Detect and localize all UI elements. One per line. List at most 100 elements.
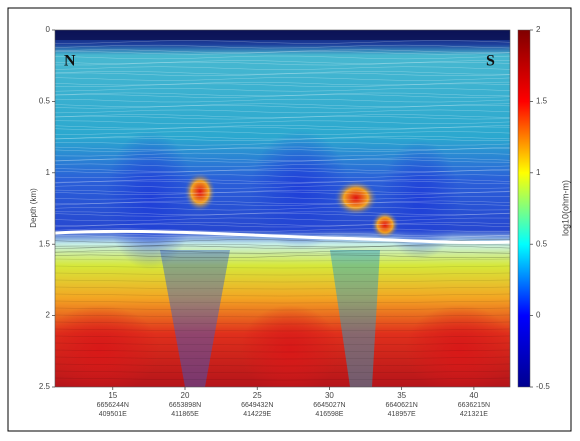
reflector: [55, 72, 510, 77]
reflector: [55, 77, 510, 81]
reflector: [55, 152, 510, 157]
reflector: [55, 321, 510, 325]
x-tick-label: 30: [325, 391, 334, 400]
reflector: [55, 300, 510, 304]
reflector: [55, 44, 510, 49]
x-tick-label: 20: [181, 391, 190, 400]
x-tick-coordinate: 416598E: [315, 411, 343, 418]
colorbar-label: log10(ohm-m): [560, 180, 570, 236]
reflector: [55, 222, 510, 226]
reflector: [55, 174, 510, 178]
reflector: [55, 258, 510, 262]
reflector: [55, 115, 510, 120]
red-zone: [240, 305, 340, 387]
y-tick-label: 1: [46, 168, 51, 177]
colorbar-tick-label: 0.5: [536, 239, 548, 248]
reflector: [55, 342, 510, 346]
x-tick-coordinate: 418957E: [388, 411, 416, 418]
colorbar-tick-label: 0: [536, 311, 541, 320]
red-zone: [405, 305, 510, 387]
hot-zone: [184, 172, 216, 212]
reflector: [55, 217, 510, 222]
x-tick-label: 15: [108, 391, 117, 400]
reflector: [55, 223, 510, 228]
reflector: [55, 159, 510, 163]
reflector: [55, 196, 510, 200]
section-image: [55, 30, 510, 387]
reflector: [55, 211, 510, 215]
blue-zone: [250, 130, 350, 250]
reflector: [55, 307, 510, 311]
reflector: [55, 120, 510, 124]
x-tick-coordinate: 421321E: [460, 411, 488, 418]
basement-reflector: [55, 229, 510, 245]
reflector: [55, 169, 510, 174]
reflector: [55, 191, 510, 195]
reflector: [55, 146, 510, 151]
top-band: [55, 30, 510, 40]
reflector: [55, 293, 510, 297]
x-tick-coordinate: 411865E: [171, 411, 199, 418]
reflector: [55, 60, 510, 64]
colorbar-tick-label: 2: [536, 25, 541, 34]
reflector: [55, 202, 510, 206]
x-tick-coordinate: 414229E: [243, 411, 271, 418]
reflector: [55, 142, 510, 146]
reflector: [55, 137, 510, 141]
reflector: [55, 114, 510, 118]
blue-zone: [105, 130, 195, 270]
reflector: [55, 92, 510, 97]
plot-border: [54, 29, 511, 388]
reflector: [55, 94, 510, 98]
x-tick-label: 40: [469, 391, 478, 400]
reflector: [55, 179, 510, 183]
x-tick-coordinate: 6653898N: [169, 402, 201, 409]
annotation: N: [64, 53, 76, 70]
reflector: [55, 363, 510, 367]
reflector-lines: [55, 40, 510, 381]
reflector: [55, 335, 510, 339]
reflector: [55, 370, 510, 374]
reflector: [55, 245, 510, 249]
reflector: [55, 81, 510, 86]
reflector: [55, 265, 510, 269]
reflector: [55, 279, 510, 283]
blue-wedge: [330, 250, 380, 387]
reflector: [55, 200, 510, 205]
reflector: [55, 157, 510, 161]
x-tick-coordinate: 6645027N: [313, 402, 345, 409]
reflector: [55, 98, 510, 103]
x-tick-coordinate: 6649432N: [241, 402, 273, 409]
x-tick-label: 25: [253, 391, 262, 400]
reflector: [55, 105, 510, 109]
hot-zone: [371, 211, 399, 239]
x-tick-label: 35: [397, 391, 406, 400]
reflector: [55, 88, 510, 92]
reflector: [55, 377, 510, 381]
reflector: [55, 125, 510, 129]
reflector: [55, 148, 510, 152]
reflector: [55, 349, 510, 353]
x-tick-coordinate: 409501E: [99, 411, 127, 418]
reflector: [55, 244, 510, 248]
reflector: [55, 83, 510, 87]
reflector: [55, 328, 510, 332]
reflector: [55, 180, 510, 185]
x-tick-coordinate: 6656244N: [97, 402, 129, 409]
reflector: [55, 314, 510, 318]
reflector: [55, 228, 510, 232]
red-zone: [55, 305, 160, 387]
y-tick-label: 1.5: [39, 239, 51, 248]
reflector: [55, 109, 510, 114]
reflector: [55, 356, 510, 360]
colorbar-tick-label: -0.5: [536, 382, 550, 391]
y-tick-label: 0.5: [39, 97, 51, 106]
reflector: [55, 213, 510, 217]
reflector: [55, 61, 510, 66]
annotation: S: [486, 53, 495, 70]
reflector: [55, 163, 510, 168]
reflector: [55, 51, 510, 55]
x-tick-coordinate: 6636215N: [458, 402, 490, 409]
y-tick-label: 0: [46, 25, 51, 34]
